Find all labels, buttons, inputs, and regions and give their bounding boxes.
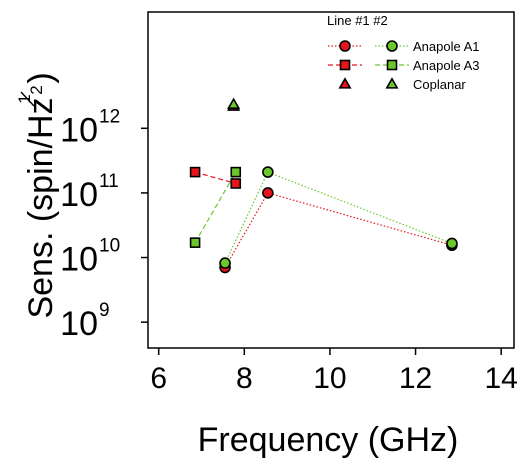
y-tick-label: 10 [60, 176, 98, 214]
y-tick-label-exponent: 11 [99, 171, 119, 192]
x-axis: 6 8 10 12 14 [150, 348, 518, 395]
y-axis-title-exp-num: 1 [15, 94, 34, 103]
x-axis-title: Frequency (GHz) [198, 421, 459, 459]
y-tick-label-exponent: 10 [99, 236, 120, 257]
legend-marker-2 [386, 59, 398, 71]
y-axis-title-exp-slash [20, 91, 35, 107]
y-axis-title-exp-den: 2 [27, 85, 46, 94]
data-point-circle [446, 237, 458, 250]
legend: Line #1 #2 Anapole A1 Anapole A3 Coplanar [327, 13, 480, 92]
series-line [194, 171, 236, 185]
x-tick-label: 14 [484, 362, 517, 395]
series-lines [194, 171, 453, 268]
data-point-square [189, 237, 201, 248]
data-point-circle [262, 187, 274, 199]
plot-frame [147, 11, 515, 349]
data-point-square [189, 166, 201, 178]
y-axis-title-close: ) [22, 72, 60, 83]
y-tick-label: 10 [60, 241, 98, 279]
x-tick-label: 6 [150, 362, 167, 395]
x-tick-label: 8 [236, 362, 253, 395]
y-tick-label: 10 [60, 305, 98, 343]
series-line [224, 171, 453, 264]
data-point-square [230, 166, 242, 178]
data-point-triangle [227, 97, 241, 110]
series-markers [189, 97, 458, 274]
data-point-circle [219, 257, 231, 269]
series-line [224, 192, 453, 268]
legend-label: Coplanar [413, 77, 466, 92]
data-point-square [230, 178, 242, 189]
y-tick-label: 10 [60, 111, 98, 149]
x-tick-label: 12 [399, 362, 432, 395]
series-line [194, 171, 237, 243]
y-tick-label-exponent: 9 [99, 300, 110, 321]
x-tick-label: 10 [313, 362, 346, 395]
legend-marker-2 [385, 77, 399, 89]
y-tick-label-exponent: 12 [99, 106, 120, 127]
y-axis-title-main: Sens. (spin/Hz [22, 97, 60, 318]
y-axis-title: Sens. (spin/Hz 1 2 ) [15, 72, 60, 318]
legend-marker-1 [338, 77, 352, 89]
legend-marker-1 [339, 59, 351, 71]
legend-label: Anapole A3 [413, 58, 480, 73]
legend-header: Line #1 #2 [327, 13, 388, 28]
legend-marker-1 [339, 40, 351, 52]
legend-marker-2 [386, 40, 398, 52]
data-point-circle [262, 166, 274, 178]
legend-label: Anapole A1 [413, 39, 480, 54]
